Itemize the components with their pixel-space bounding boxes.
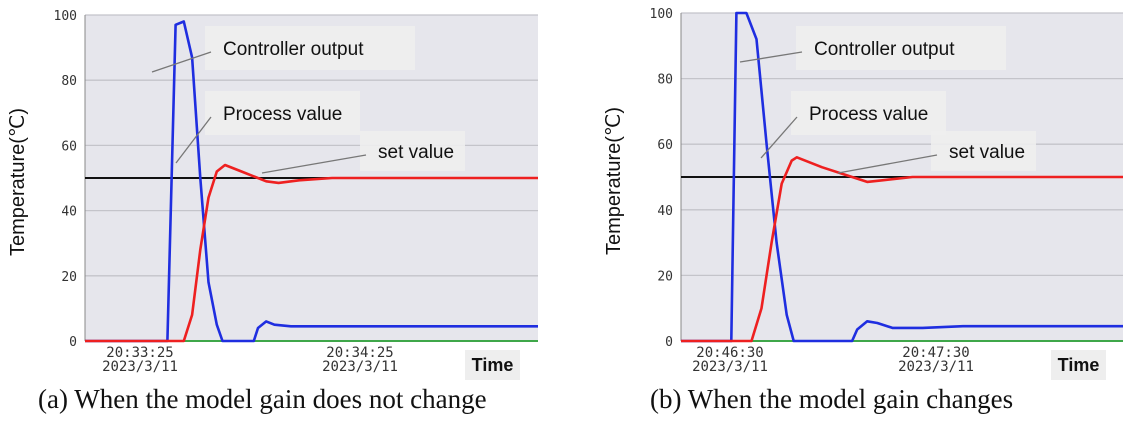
- caption-b: (b) When the model gain changes: [650, 384, 1014, 414]
- x-axis-label-box: [465, 350, 520, 380]
- annotation-leader-line: [261, 154, 367, 174]
- annotation-leader-line: [739, 51, 803, 63]
- y-axis-label: Temperature(℃): [7, 108, 29, 256]
- chart-panel-b: 0 20 40 60 80 100 Temperature(℃) 20:46:30 2023/3…: [596, 0, 1123, 380]
- caption-a: (a) When the model gain does not change: [38, 384, 487, 414]
- y-tick-label: 80: [61, 74, 77, 89]
- y-tick-label: 20: [657, 269, 673, 284]
- x-axis-label-box: [1051, 350, 1106, 380]
- chart-a: 020406080100Temperature(℃)20:33:252023/3…: [7, 9, 538, 380]
- y-tick-label: 60: [657, 138, 673, 153]
- x-tick-date: 2023/3/11: [322, 359, 398, 375]
- series-line-process-value: [681, 156, 1123, 343]
- x-tick-time: 20:46:30: [696, 345, 763, 361]
- x-tick-time: 20:34:25: [326, 345, 393, 361]
- annotation-label: Process value: [223, 104, 342, 125]
- x-tick-time: 20:47:30: [902, 345, 969, 361]
- series-line-process-value: [85, 163, 538, 343]
- y-tick-label: 40: [657, 204, 673, 219]
- x-tick-date: 2023/3/11: [692, 359, 768, 375]
- y-tick-label: 80: [657, 73, 673, 88]
- annotation-label: Controller output: [814, 39, 955, 60]
- annotation-box: [205, 91, 360, 135]
- y-tick-label: 0: [665, 335, 673, 350]
- x-axis-label: Time: [472, 355, 514, 375]
- annotation-label: Controller output: [223, 39, 364, 60]
- annotation-label: Process value: [809, 104, 928, 125]
- annotation-box: [360, 131, 465, 171]
- y-tick-label: 40: [61, 205, 77, 220]
- annotation-box: [931, 131, 1036, 171]
- y-tick-label: 100: [54, 9, 77, 24]
- x-axis-label: Time: [1058, 355, 1100, 375]
- y-tick-label: 20: [61, 270, 77, 285]
- chart-panel-a: 0 20 40 60 80 100 Temperature(℃) 20:33:25 2023/3…: [0, 0, 540, 380]
- annotation-box: [796, 26, 1006, 70]
- x-tick-time: 20:33:25: [106, 345, 173, 361]
- x-tick-date: 2023/3/11: [898, 359, 974, 375]
- annotation-leader-line: [175, 116, 212, 164]
- annotation-leader-line: [760, 116, 798, 159]
- annotation-box: [205, 26, 415, 70]
- annotation-leader-line: [837, 154, 938, 174]
- series-line-controller-output: [85, 20, 538, 343]
- annotation-leader-line: [151, 51, 212, 73]
- y-axis-label: Temperature(℃): [603, 107, 625, 255]
- y-tick-label: 60: [61, 139, 77, 154]
- y-tick-label: 100: [650, 7, 673, 22]
- annotation-box: [791, 91, 946, 135]
- y-tick-label: 0: [69, 335, 77, 350]
- annotation-label: set value: [949, 142, 1025, 163]
- annotation-label: set value: [378, 142, 454, 163]
- series-line-controller-output: [681, 11, 1123, 343]
- x-tick-date: 2023/3/11: [102, 359, 178, 375]
- chart-b: 020406080100Temperature(℃)20:46:302023/3…: [603, 7, 1123, 380]
